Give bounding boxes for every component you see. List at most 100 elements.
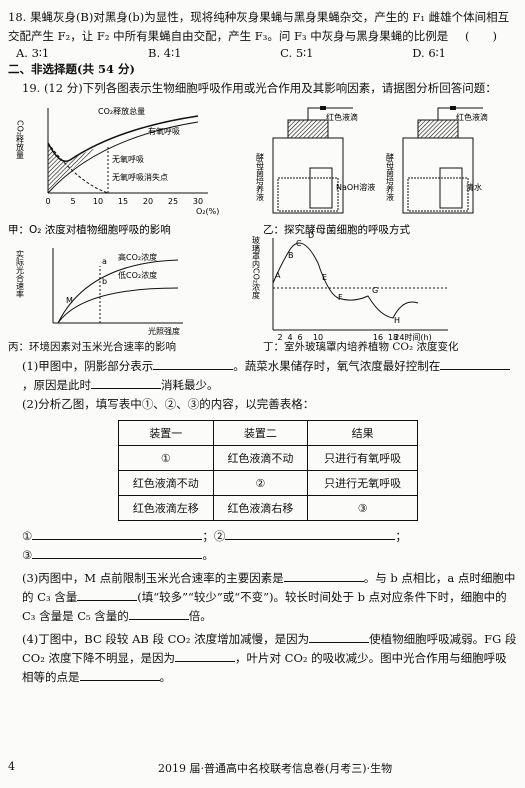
- option: D. 6∶1: [412, 46, 446, 60]
- label: CO₂释放总量: [98, 106, 145, 116]
- stopper: [417, 119, 459, 139]
- cell: ①: [118, 445, 214, 471]
- blank: [77, 588, 138, 601]
- footer-title: 2019 届·普通高中名校联考信息卷(月考三)·生物: [158, 762, 393, 775]
- figure-jia: CO₂释放量 CO₂释放总量 有氧呼吸 无氧呼吸 无氧呼吸消失点 0 5 10 15 2…: [8, 106, 219, 236]
- table-row: 红色液滴不动 ② 只进行无氧呼吸: [118, 470, 418, 496]
- q19-intro: 19. (12 分)下列各图表示生物细胞呼吸作用或光合作用及其影响因素，请据图分…: [22, 81, 497, 95]
- answer-num: ③: [22, 548, 33, 562]
- q18-text: 18. 果蝇灰身(B)对黑身(b)为显性，现将纯种灰身果蝇与黑身果蝇杂交，产生的…: [8, 10, 510, 43]
- part-4: (4)丁图中，BC 段较 AB 段 CO₂ 浓度增加减慢，是因为 使植物细胞呼吸减…: [8, 630, 517, 687]
- text-segment: 。: [159, 670, 172, 684]
- text-segment: (4)丁图中，BC 段较 AB 段 CO₂ 浓度增加减慢，是因为: [22, 632, 310, 646]
- blank: [79, 668, 160, 681]
- y-label: 玻璃罩内CO₂浓度: [252, 235, 261, 300]
- caption: 丙：环境因素对玉米光合速率的影响: [8, 341, 176, 353]
- label: NaOH溶液: [336, 182, 375, 192]
- label: 红色液滴: [326, 112, 358, 122]
- point-label: H: [394, 316, 400, 325]
- page-number: 4: [8, 760, 15, 773]
- label: 酵母菌培养液: [386, 153, 395, 202]
- text-segment: 。蔬菜水果储存时，氧气浓度最好控制在: [233, 359, 441, 373]
- q18-stem: 18. 果蝇灰身(B)对黑身(b)为显性，现将纯种灰身果蝇与黑身果蝇杂交，产生的…: [8, 0, 517, 46]
- result-table: 装置一 装置二 结果 ① 红色液滴不动 只进行有氧呼吸 红色液滴不动 ② 只进行无氧呼吸 红色液滴…: [118, 420, 418, 521]
- cell: 红色液滴不动: [118, 470, 214, 496]
- cell: ②: [212, 470, 309, 496]
- x-tick-label: 10: [313, 333, 323, 342]
- table-row: ① 红色液滴不动 只进行有氧呼吸: [118, 445, 418, 471]
- cell: 红色液滴右移: [212, 495, 309, 521]
- q18-options: A. 3∶1 B. 4∶1 C. 5∶1 D. 6∶1: [8, 46, 446, 60]
- cell: 红色液滴左移: [118, 495, 214, 521]
- option: B. 4∶1: [148, 46, 182, 60]
- caption: 丁：室外玻璃罩内培养植物 CO₂ 浓度变化: [263, 341, 459, 353]
- caption: 甲：O₂ 浓度对植物细胞呼吸的影响: [8, 223, 171, 236]
- section-title: 二、非选择题(共 54 分): [8, 62, 135, 76]
- header-cell: 结果: [307, 420, 418, 446]
- label: 无氧呼吸: [112, 154, 144, 164]
- text-segment: (3)丙图中，M 点前限制玉米光合速率的主要因素是: [22, 571, 284, 585]
- label: 有氧呼吸: [148, 126, 180, 136]
- blank: [91, 376, 161, 389]
- text-segment: ，原因是此时: [22, 378, 91, 392]
- text-segment: (填“较多”“较少”或“不变”)。较长时间处于 b 点对应条件下时，细胞中的 C…: [22, 590, 507, 623]
- label: 低CO₂浓度: [118, 270, 157, 280]
- x-tick-label: 10: [93, 197, 103, 206]
- point-label: G: [372, 286, 378, 295]
- point-label: C: [296, 239, 302, 248]
- answer-bracket: ( ): [465, 29, 497, 43]
- text-segment: 使植物细胞呼吸减弱。FG 段 CO₂ 浓度下降不明显，是因为: [22, 632, 517, 665]
- point-label: b: [102, 277, 107, 286]
- drop: [450, 106, 456, 110]
- footer: 4 2019 届·普通高中名校联考信息卷(月考三)·生物: [8, 760, 517, 775]
- liquid: [407, 177, 469, 212]
- text-segment: 倍。: [188, 609, 212, 623]
- part-3: (3)丙图中，M 点前限制玉米光合速率的主要因素是 。与 b 点相比，a 点时细胞…: [8, 569, 517, 626]
- x-tick-label: 24时间(h): [394, 332, 432, 342]
- x-tick-label: 20: [143, 197, 153, 206]
- point-label: E: [322, 273, 327, 282]
- x-tick-label: 2: [277, 333, 282, 342]
- table-row: 红色液滴左移 红色液滴右移 ③: [118, 495, 418, 521]
- x-tick-label: 18: [388, 333, 398, 342]
- label: 清水: [466, 182, 482, 192]
- x-tick-label: 5: [70, 197, 75, 206]
- x-tick-label: 6: [297, 333, 302, 342]
- blank: [309, 630, 370, 643]
- point-label: A: [275, 271, 281, 280]
- header-cell: 装置二: [212, 420, 309, 446]
- text-segment: ，叶片对 CO₂ 的吸收减少。图中光合作用与细胞呼吸相等的点是: [22, 651, 507, 684]
- drop: [320, 106, 326, 110]
- header-cell: 装置一: [118, 420, 214, 446]
- point-label: D: [308, 231, 314, 240]
- beaker: [439, 167, 463, 209]
- point-label: M: [66, 296, 73, 305]
- caption: 乙：探究酵母菌细胞的呼吸方式: [263, 223, 410, 236]
- part-1: (1)甲图中，阴影部分表示 。蔬菜水果储存时，氧气浓度最好控制在 ，原因是此时 消耗最…: [8, 357, 517, 395]
- answer-num: ②: [213, 529, 226, 543]
- label: 无氧呼吸消失点: [112, 172, 168, 182]
- tube: [307, 107, 353, 120]
- x-tick-label: 25: [168, 197, 178, 206]
- blank: [440, 357, 511, 370]
- blank: [153, 357, 234, 370]
- blank: [283, 569, 364, 582]
- cell: 只进行无氧呼吸: [307, 470, 418, 496]
- beaker: [309, 167, 333, 209]
- blank: [128, 607, 189, 620]
- stopper: [287, 119, 329, 139]
- blank: [175, 649, 235, 662]
- x-tick-label: 30: [193, 197, 203, 206]
- point-label: B: [288, 251, 294, 260]
- x-tick-label: 16: [373, 333, 383, 342]
- figure-bing: 实际光合速率 高CO₂浓度 低CO₂浓度 a b M 光照强度: [16, 248, 183, 336]
- x-label: 光照强度: [148, 326, 180, 336]
- option: A. 3∶1: [16, 46, 50, 60]
- y-label: 实际光合速率: [16, 249, 25, 299]
- header-row: 装置一 装置二 结果: [118, 420, 418, 446]
- option: C. 5∶1: [280, 46, 314, 60]
- y-label: CO₂释放量: [16, 120, 25, 159]
- answer-num: ①: [22, 529, 33, 543]
